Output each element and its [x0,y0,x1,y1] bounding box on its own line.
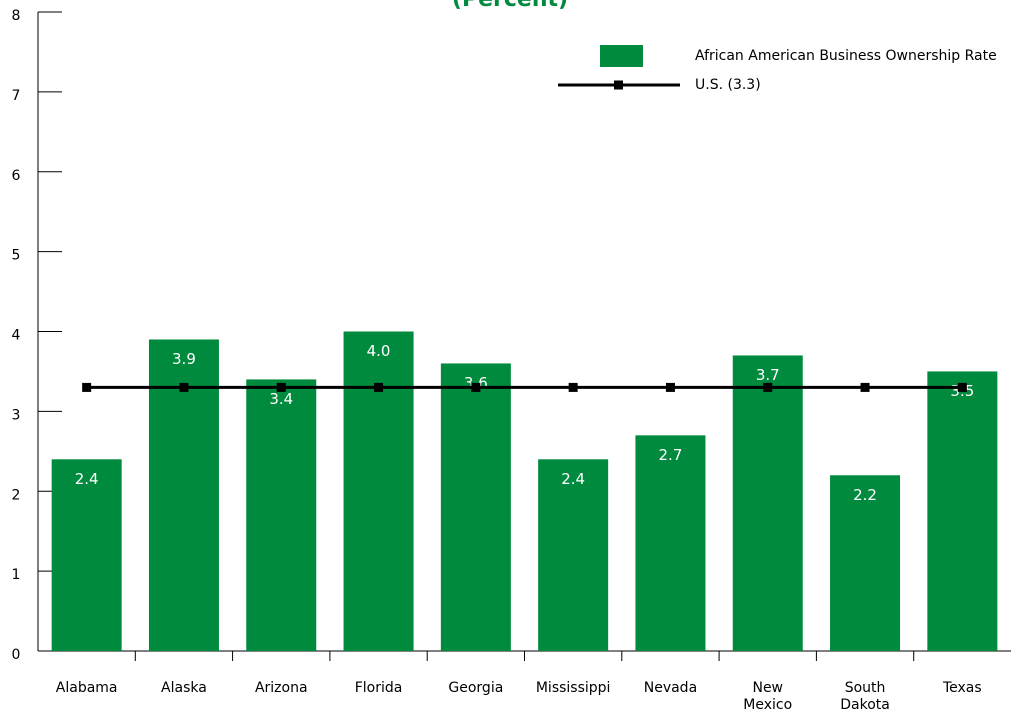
bar [343,331,414,651]
x-tick-label: Alaska [161,680,207,696]
line-marker [179,382,189,392]
value-label: 2.2 [853,486,877,504]
chart-subtitle: (Percent) [452,0,568,12]
line-marker [860,382,870,392]
line-marker [82,382,92,392]
y-tick-label: 3 [12,407,21,423]
line-marker [276,382,286,392]
y-tick-label: 0 [12,647,21,663]
y-tick-label: 6 [12,168,21,184]
y-tick-label: 2 [12,487,21,503]
x-tick-label: South Dakota [840,680,890,713]
bar [830,475,901,651]
bar [927,371,998,651]
x-tick-label: Alabama [56,680,118,696]
y-tick-label: 1 [12,567,21,583]
x-tick-label: Nevada [644,680,697,696]
bar [246,379,317,651]
legend-marker [614,80,623,90]
value-label: 3.4 [269,390,293,408]
value-label: 2.4 [561,470,585,488]
bar [732,355,803,651]
bar [538,459,609,651]
x-tick-label: New Mexico [743,680,792,713]
y-tick-label: 8 [12,8,21,24]
y-tick-label: 7 [12,88,21,104]
legend-swatch [600,45,643,67]
x-tick-label: Mississippi [536,680,611,696]
x-tick-label: Texas [942,680,982,696]
value-label: 3.9 [172,350,196,368]
bar [440,363,511,651]
y-tick-label: 4 [12,328,21,344]
legend-label: U.S. (3.3) [695,77,761,93]
value-label: 2.7 [659,446,683,464]
x-tick-label: Arizona [255,680,308,696]
x-tick-label: Georgia [448,680,503,696]
line-marker [763,382,773,392]
line-marker [471,382,481,392]
value-label: 3.7 [756,366,780,384]
x-tick-label: Florida [355,680,403,696]
line-marker [568,382,578,392]
line-marker [374,382,384,392]
line-marker [665,382,675,392]
y-tick-label: 5 [12,248,21,264]
bar [635,435,706,651]
value-label: 4.0 [367,342,391,360]
legend-label: African American Business Ownership Rate [695,48,997,64]
bar [51,459,122,651]
value-label: 2.4 [75,470,99,488]
line-marker [957,382,967,392]
